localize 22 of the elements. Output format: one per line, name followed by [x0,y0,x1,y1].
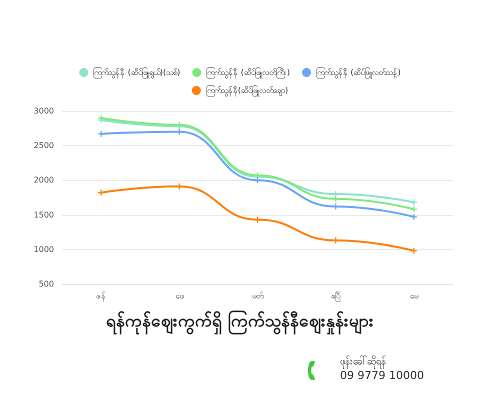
legend-label: ကြက်သွန်နီ (ဆိပ်ဖြူလတ်သန့်) [316,67,401,79]
text: 09 9779 10000 [340,369,424,382]
x-tick-label: ဇန် [96,290,106,302]
point [98,190,104,196]
x-tick-label: ဧပြီ [331,290,342,302]
legend-label: ကြက်သွန်နီ (ဆိပ်ဖြူလတ်ကြီး) [206,67,290,79]
x-tick-label: ဖေ [175,292,184,300]
y-tick-label: 2000 [34,176,54,185]
y-tick-label: 500 [38,280,54,288]
y-tick-label: 3000 [34,106,54,116]
legend-label: ကြက်သွန်နီ (ဆိပ်ဖြူရွယ်)(သစ်) [93,67,180,79]
x-tick-label: မေ [410,292,418,300]
text: ရန်ကုန်ဈေးကွက်ရှိ ကြက်သွန်နီဈေးနှုန်းများ [106,308,374,336]
point [410,199,417,206]
y-tick-label: 2500 [34,141,54,150]
point [410,248,417,254]
y-tick-label: 1500 [34,210,54,220]
point [410,206,417,212]
x-tick-label: မတ် [252,290,263,300]
legend-label: ကြက်သွန်နီ(ဆိပ်ဖြူလတ်ချော) [206,85,288,97]
text: ဖုန်းခေါ်ဆိုရန် [340,354,386,370]
y-tick-label: 1000 [34,244,54,254]
